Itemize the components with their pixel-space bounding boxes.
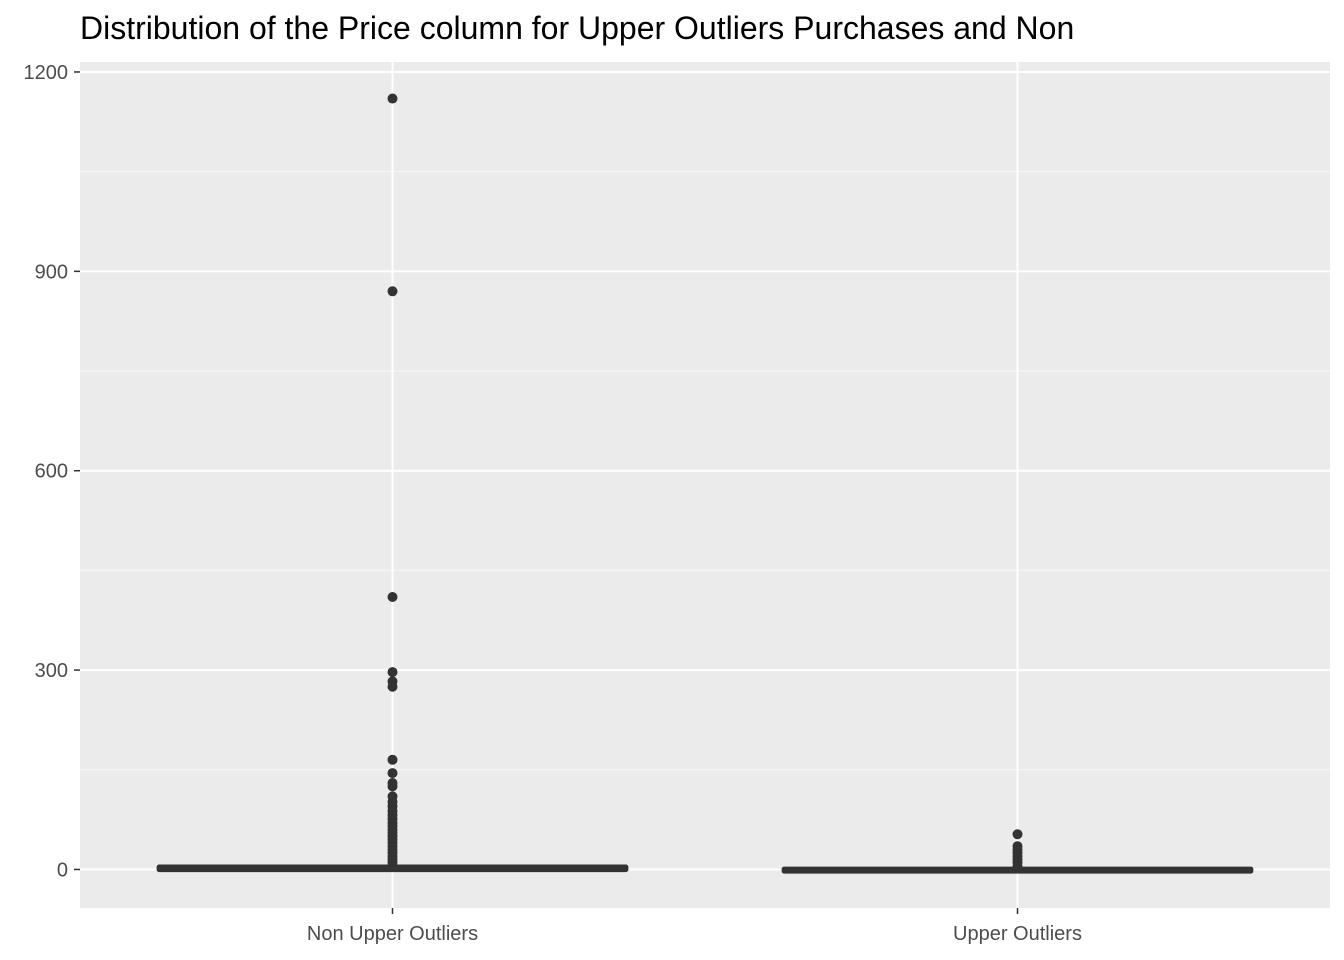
outlier-point (387, 93, 398, 104)
plot-panel (80, 62, 1330, 908)
y-tick-label: 900 (35, 261, 68, 283)
outlier-point (387, 857, 398, 868)
outlier-point (387, 781, 398, 792)
outlier-point (387, 286, 398, 297)
outlier-point (1012, 829, 1023, 840)
outlier-point (387, 591, 398, 602)
y-tick-label: 1200 (24, 62, 69, 84)
x-tick-label: Non Upper Outliers (307, 923, 478, 945)
outlier-point (387, 768, 398, 779)
chart-title: Distribution of the Price column for Upp… (80, 10, 1075, 46)
y-tick-label: 300 (35, 660, 68, 682)
outlier-point (387, 667, 398, 678)
y-tick-label: 0 (57, 859, 68, 881)
outlier-point (387, 754, 398, 765)
x-tick-label: Upper Outliers (953, 923, 1082, 945)
outlier-point (387, 681, 398, 692)
y-tick-label: 600 (35, 461, 68, 483)
outlier-point (1012, 861, 1023, 872)
